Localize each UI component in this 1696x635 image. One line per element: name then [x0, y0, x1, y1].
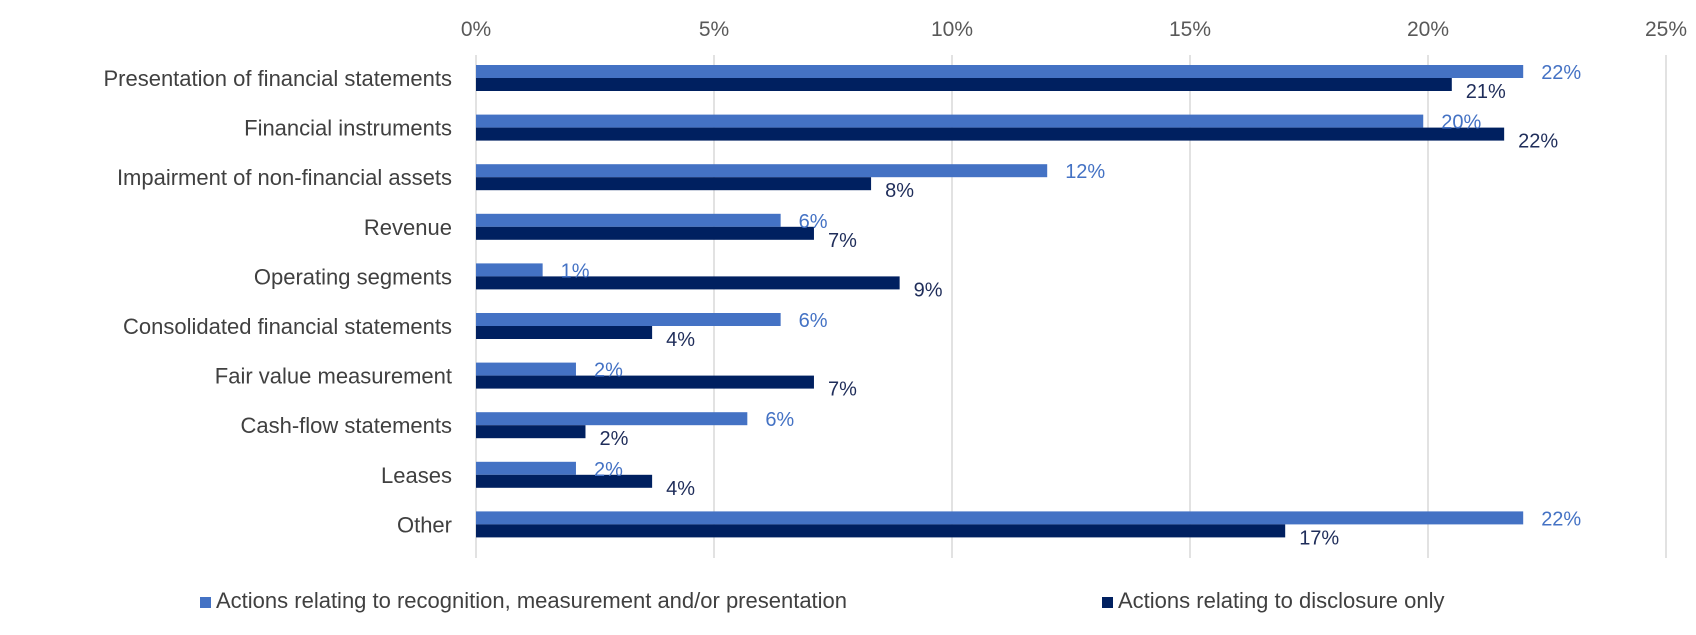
bar-series1-presentation-of-financial-statements [476, 65, 1524, 78]
bar-series1-revenue [476, 213, 781, 227]
bar-series2-revenue [476, 226, 814, 240]
bar-series1-impairment-of-non-financial-assets [476, 164, 1048, 178]
data-label-series1-cash-flow-statements: 6% [765, 409, 794, 431]
bar-series2-presentation-of-financial-statements [476, 78, 1452, 91]
bar-series2-fair-value-measurement [476, 375, 814, 389]
data-label-series2-cash-flow-statements: 2% [599, 428, 628, 450]
data-labels: 22% 20% 12% 6% 1% 6% 2% 6% 2% 22% 21% 22% 8% 7% 9% 4% 7%… [561, 62, 1582, 549]
data-label-series1-revenue: 6% [799, 211, 828, 233]
data-label-series2-financial-instruments: 22% [1518, 131, 1558, 153]
bar-series1-leases [476, 461, 576, 475]
category-label-other: Other [397, 512, 452, 537]
data-label-series2-consolidated-financial-statements: 4% [666, 329, 695, 351]
x-tick-label: 10% [931, 18, 973, 41]
category-label-fair-value-measurement: Fair value measurement [215, 364, 452, 389]
category-label-revenue: Revenue [364, 215, 452, 240]
data-label-series2-impairment-of-non-financial-assets: 8% [885, 180, 914, 202]
category-label-presentation-of-financial-statements: Presentation of financial statements [103, 66, 452, 91]
bar-series1-fair-value-measurement [476, 362, 576, 376]
bar-series1-other [476, 511, 1524, 525]
bars [476, 65, 1524, 538]
category-label-cash-flow-statements: Cash-flow statements [240, 413, 452, 438]
x-tick-label: 15% [1169, 18, 1211, 41]
bar-series2-impairment-of-non-financial-assets [476, 177, 872, 191]
data-label-series2-leases: 4% [666, 478, 695, 500]
legend-swatch-series2 [1102, 597, 1113, 608]
x-tick-label: 5% [699, 18, 729, 41]
bar-series2-operating-segments [476, 276, 900, 290]
data-label-series1-impairment-of-non-financial-assets: 12% [1065, 161, 1105, 183]
category-label-leases: Leases [381, 463, 452, 488]
bar-series1-cash-flow-statements [476, 412, 748, 426]
bar-series2-other [476, 524, 1286, 538]
bar-series2-cash-flow-statements [476, 425, 586, 439]
data-label-series1-financial-instruments: 20% [1441, 112, 1481, 134]
data-label-series1-leases: 2% [594, 459, 623, 481]
x-tick-label: 20% [1407, 18, 1449, 41]
bar-series2-financial-instruments [476, 127, 1505, 141]
bar-series2-leases [476, 474, 653, 488]
data-label-series2-other: 17% [1299, 527, 1339, 549]
legend: Actions relating to recognition, measure… [200, 588, 1445, 613]
data-label-series2-revenue: 7% [828, 230, 857, 252]
legend-label-series2: Actions relating to disclosure only [1118, 588, 1445, 613]
bar-series1-operating-segments [476, 263, 543, 277]
bar-series1-consolidated-financial-statements [476, 313, 781, 326]
category-label-operating-segments: Operating segments [254, 264, 452, 289]
x-tick-label: 25% [1645, 18, 1687, 41]
data-label-series1-consolidated-financial-statements: 6% [799, 310, 828, 332]
category-label-impairment-of-non-financial-assets: Impairment of non-financial assets [117, 165, 452, 190]
bar-series2-consolidated-financial-statements [476, 326, 653, 339]
data-label-series1-presentation-of-financial-statements: 22% [1541, 62, 1581, 84]
data-label-series1-fair-value-measurement: 2% [594, 360, 623, 382]
data-label-series1-operating-segments: 1% [561, 260, 590, 282]
category-label-financial-instruments: Financial instruments [244, 116, 452, 141]
data-label-series1-other: 22% [1541, 508, 1581, 530]
y-axis-categories: Presentation of financial statements Fina… [103, 66, 452, 537]
data-label-series2-fair-value-measurement: 7% [828, 379, 857, 401]
legend-label-series1: Actions relating to recognition, measure… [216, 588, 847, 613]
bar-series1-financial-instruments [476, 114, 1424, 128]
category-label-consolidated-financial-statements: Consolidated financial statements [123, 314, 452, 339]
data-label-series2-presentation-of-financial-statements: 21% [1466, 81, 1506, 103]
x-axis-ticks: 0% 5% 10% 15% 20% 25% [461, 18, 1687, 41]
legend-swatch-series1 [200, 597, 211, 608]
x-tick-label: 0% [461, 18, 491, 41]
data-label-series2-operating-segments: 9% [914, 279, 943, 301]
